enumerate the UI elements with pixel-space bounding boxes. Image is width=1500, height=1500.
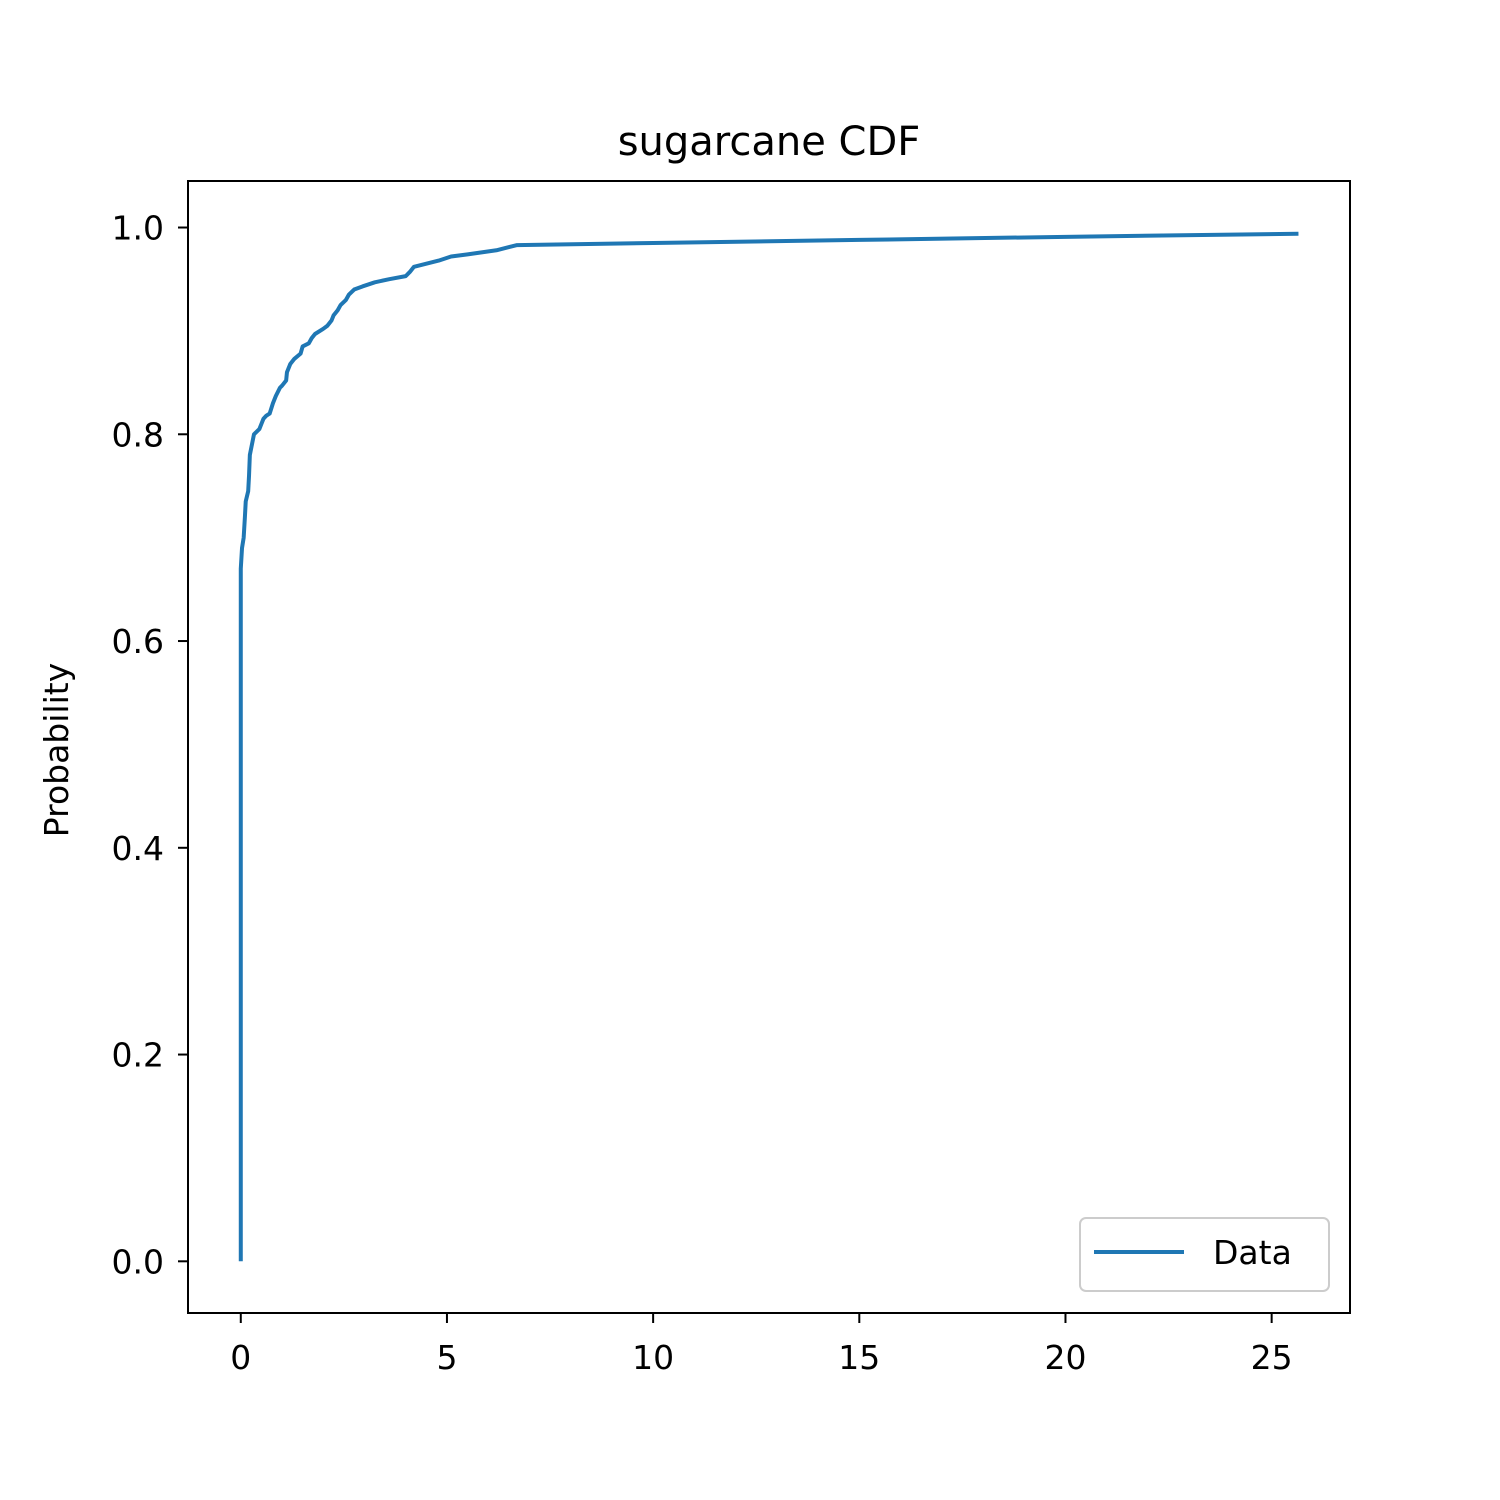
x-tick-label: 25 bbox=[1251, 1338, 1293, 1377]
x-axis: 0 5 10 15 20 25 bbox=[230, 1313, 1293, 1377]
y-axis: 0.0 0.2 0.4 0.6 0.8 1.0 bbox=[112, 209, 188, 1281]
series-line-data bbox=[238, 231, 1299, 1262]
y-tick-label: 0.6 bbox=[112, 622, 164, 661]
plot-frame bbox=[187, 180, 1351, 1314]
x-tick-label: 0 bbox=[230, 1338, 251, 1377]
plot-area bbox=[238, 231, 1299, 1262]
legend-label-data: Data bbox=[1213, 1233, 1292, 1272]
y-tick-label: 1.0 bbox=[112, 209, 164, 248]
y-tick-label: 0.2 bbox=[112, 1036, 164, 1075]
x-tick-label: 20 bbox=[1044, 1338, 1086, 1377]
y-tick-label: 0.0 bbox=[112, 1242, 164, 1281]
y-tick-label: 0.8 bbox=[112, 415, 164, 454]
chart-title: sugarcane CDF bbox=[618, 119, 921, 165]
x-tick-label: 10 bbox=[632, 1338, 674, 1377]
y-tick-label: 0.4 bbox=[112, 829, 164, 868]
legend: Data bbox=[1079, 1217, 1330, 1292]
x-tick-label: 5 bbox=[436, 1338, 457, 1377]
legend-box bbox=[1079, 1217, 1330, 1292]
y-axis-label: Probability bbox=[37, 663, 76, 837]
x-tick-label: 15 bbox=[838, 1338, 880, 1377]
